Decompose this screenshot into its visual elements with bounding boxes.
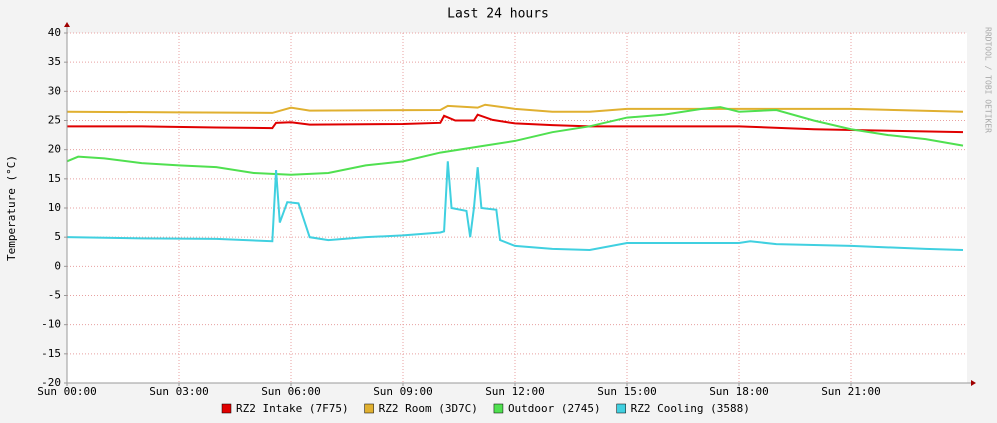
x-tick-label: Sun 12:00 [485, 385, 545, 398]
series-line [66, 106, 964, 176]
y-tick-label: 35 [48, 55, 61, 68]
legend-swatch [221, 403, 232, 414]
x-tick-label: Sun 21:00 [821, 385, 881, 398]
x-tick-label: Sun 03:00 [149, 385, 209, 398]
series-line [66, 103, 964, 114]
x-axis-arrow [971, 380, 976, 386]
x-tick-label: Sun 15:00 [597, 385, 657, 398]
y-tick-label: 5 [54, 230, 61, 243]
x-tick-label: Sun 06:00 [261, 385, 321, 398]
x-tick-label: Sun 09:00 [373, 385, 433, 398]
x-tick-label: Sun 00:00 [37, 385, 97, 398]
legend-label: Outdoor (2745) [508, 402, 601, 415]
y-axis-label: Temperature (°C) [5, 155, 18, 261]
legend-label: RZ2 Cooling (3588) [631, 402, 750, 415]
legend-label: RZ2 Intake (7F75) [236, 402, 349, 415]
y-tick-label: 20 [48, 143, 61, 156]
series-line [67, 113, 964, 134]
y-tick-label: -15 [41, 347, 61, 360]
chart-title: Last 24 hours [447, 7, 549, 22]
legend-swatch [616, 403, 626, 414]
legend-swatch [493, 403, 504, 414]
legend-label: RZ2 Room (3D7C) [379, 402, 478, 415]
x-tick-label: Sun 18:00 [709, 385, 769, 398]
legend-swatch [364, 403, 374, 414]
y-tick-label: -5 [48, 289, 61, 302]
watermark: RRDTOOL / TOBI OETIKER [984, 27, 993, 133]
y-tick-label: -20 [41, 376, 61, 389]
series-line [66, 161, 964, 252]
y-tick-label: 0 [54, 259, 61, 272]
y-tick-label: 15 [48, 172, 61, 185]
y-axis-arrow [64, 22, 70, 27]
y-tick-label: 40 [48, 26, 61, 39]
y-tick-label: 30 [48, 84, 61, 97]
y-tick-label: -10 [41, 318, 61, 331]
y-tick-label: 25 [48, 114, 61, 127]
y-tick-label: 10 [48, 201, 61, 214]
